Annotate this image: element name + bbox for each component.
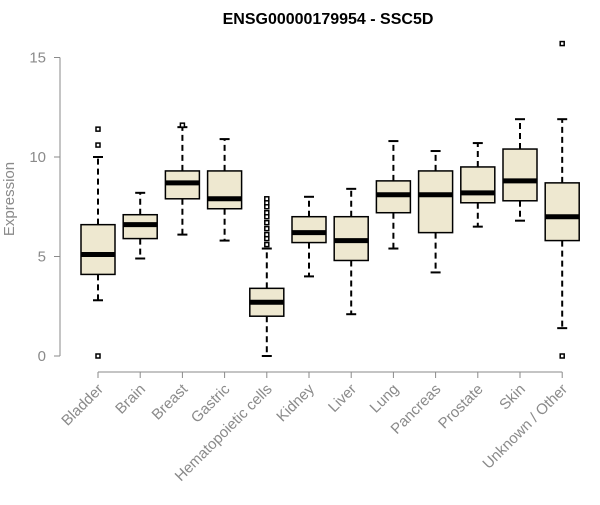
outlier-point <box>95 126 101 132</box>
outlier-point <box>179 122 186 128</box>
y-tick-label: 10 <box>29 149 46 166</box>
x-tick-label-breast: Breast <box>149 380 192 423</box>
y-tick-label: 5 <box>38 249 46 266</box>
x-tick-label-kidney: Kidney <box>273 380 318 425</box>
outlier-point <box>264 196 270 202</box>
box-prostate <box>460 166 496 204</box>
x-tick-label-lung: Lung <box>367 381 403 417</box>
outlier-point <box>264 231 270 238</box>
outlier-point <box>95 142 101 148</box>
x-tick-label-liver: Liver <box>325 381 360 416</box>
chart-title: ENSG00000179954 - SSC5D <box>223 11 434 28</box>
outlier-point <box>264 241 270 248</box>
box-gastric <box>206 170 243 210</box>
outlier-point <box>264 209 270 216</box>
x-tick-label-prostate: Prostate <box>435 381 487 433</box>
box-pancreas <box>417 170 454 234</box>
y-tick-label: 0 <box>38 348 46 365</box>
x-tick-label-bladder: Bladder <box>58 381 107 430</box>
outlier-point <box>264 225 270 232</box>
y-tick-label: 15 <box>29 50 46 67</box>
outlier-point <box>95 353 101 359</box>
outlier-point <box>559 353 565 359</box>
outlier-point <box>264 219 270 226</box>
outlier-point <box>559 40 565 47</box>
y-axis-label: Expression <box>1 162 18 236</box>
x-tick-label-brain: Brain <box>112 381 149 418</box>
box-bladder <box>80 223 116 276</box>
box-unknown-other <box>544 182 580 242</box>
x-tick-label-skin: Skin <box>496 381 529 414</box>
box-skin <box>502 148 538 202</box>
box-kidney <box>291 215 327 244</box>
